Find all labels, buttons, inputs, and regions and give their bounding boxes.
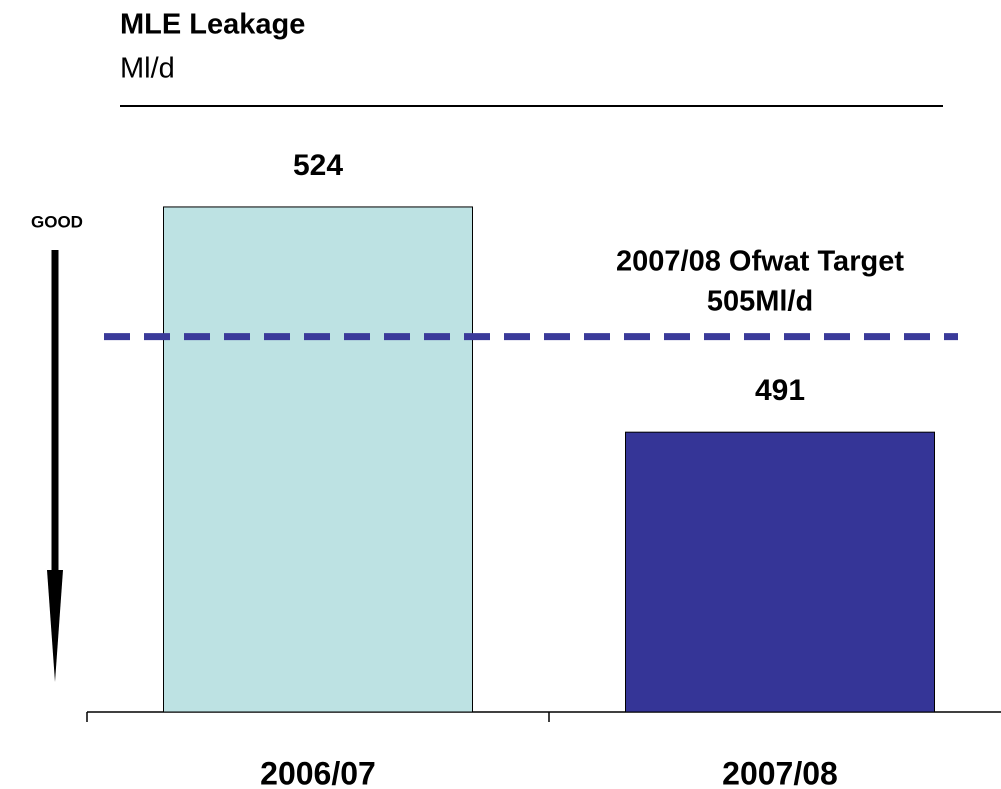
good-annotation: GOOD bbox=[31, 212, 83, 231]
chart-title: MLE Leakage bbox=[120, 9, 305, 41]
value-label: 491 bbox=[755, 374, 805, 407]
target-label: 2007/08 Ofwat Target bbox=[616, 246, 904, 278]
good-arrow-head bbox=[47, 570, 63, 682]
x-tick-label: 2006/07 bbox=[260, 755, 376, 789]
target-value-label: 505Ml/d bbox=[707, 286, 813, 318]
bar bbox=[163, 206, 473, 713]
x-tick-label: 2007/08 bbox=[722, 755, 838, 789]
bar bbox=[625, 431, 935, 713]
chart-subtitle: Ml/d bbox=[120, 53, 175, 85]
value-label: 524 bbox=[293, 149, 343, 182]
